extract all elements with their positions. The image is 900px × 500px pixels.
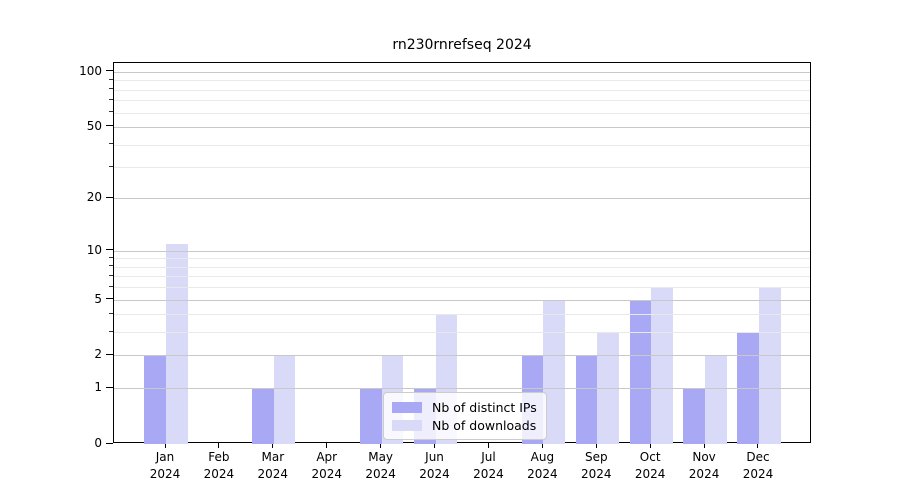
- x-tick-mark: [164, 443, 166, 448]
- gridline-major: [114, 299, 810, 301]
- y-minor-tick-mark: [109, 143, 113, 145]
- bar-mar-ips: [252, 388, 274, 444]
- legend-swatch-downloads: [392, 419, 422, 431]
- plot-area: [113, 62, 811, 444]
- x-tick-mark: [487, 443, 489, 448]
- x-axis-label: Oct 2024: [634, 450, 666, 481]
- gridline-major: [114, 250, 810, 252]
- bar-oct-downloads: [651, 287, 673, 444]
- y-axis-label: 10: [86, 242, 102, 257]
- gridline-major: [114, 126, 810, 128]
- gridline-minor: [114, 167, 810, 169]
- gridline-major: [114, 198, 810, 200]
- y-tick-mark: [106, 249, 113, 251]
- gridline-minor: [114, 112, 810, 114]
- y-minor-tick-mark: [109, 256, 113, 258]
- x-tick-mark: [272, 443, 274, 448]
- y-axis-label: 5: [94, 291, 102, 306]
- x-axis-label: Mar 2024: [257, 450, 289, 481]
- gridline-major: [114, 71, 810, 73]
- y-axis-label: 0: [94, 436, 102, 450]
- y-axis-label: 2: [94, 347, 102, 362]
- gridline-minor: [114, 258, 810, 260]
- y-minor-tick-mark: [109, 274, 113, 276]
- bar-oct-ips: [629, 299, 652, 444]
- y-tick-mark: [106, 125, 113, 127]
- y-minor-tick-mark: [109, 265, 113, 267]
- x-axis-label: Sep 2024: [580, 450, 612, 481]
- x-tick-mark: [326, 443, 328, 448]
- y-minor-tick-mark: [109, 330, 113, 332]
- y-minor-tick-mark: [109, 111, 113, 112]
- legend-label-distinct-ips: Nb of distinct IPs: [432, 399, 537, 415]
- bar-sep-ips: [575, 355, 598, 444]
- bar-nov-downloads: [705, 355, 727, 444]
- legend-swatch-distinct-ips: [392, 401, 422, 413]
- bar-jan-ips: [144, 355, 166, 444]
- y-axis-label: 20: [86, 190, 102, 205]
- legend-item-distinct-ips: Nb of distinct IPs: [392, 398, 537, 416]
- gridline-major: [114, 388, 810, 390]
- y-tick-mark: [106, 70, 113, 72]
- y-axis-label: 100: [79, 63, 102, 78]
- y-minor-tick-mark: [109, 98, 113, 100]
- bar-nov-ips: [683, 388, 706, 444]
- x-tick-mark: [595, 443, 597, 448]
- y-tick-mark: [106, 386, 113, 388]
- y-minor-tick-mark: [109, 88, 113, 90]
- x-axis-label: May 2024: [365, 450, 396, 481]
- bar-aug-downloads: [543, 299, 565, 444]
- x-tick-mark: [649, 443, 651, 448]
- x-tick-mark: [434, 443, 436, 448]
- y-minor-tick-mark: [109, 285, 113, 287]
- x-axis-label: Jun 2024: [419, 450, 450, 481]
- gridline-minor: [114, 314, 810, 316]
- x-tick-mark: [757, 443, 759, 448]
- legend-item-downloads: Nb of downloads: [392, 416, 537, 434]
- x-axis-label: Dec 2024: [742, 450, 774, 481]
- y-minor-tick-mark: [109, 165, 113, 167]
- grid-layer: [114, 63, 810, 442]
- gridline-minor: [114, 89, 810, 91]
- chart-title: rn230rnrefseq 2024: [392, 37, 532, 53]
- x-axis-label: Jul 2024: [473, 450, 504, 481]
- x-axis-label: Apr 2024: [311, 450, 342, 481]
- bar-mar-downloads: [273, 355, 296, 444]
- x-tick-mark: [541, 443, 543, 448]
- y-tick-mark: [106, 442, 113, 444]
- y-axis-label: 1: [94, 380, 102, 395]
- x-axis-label: Feb 2024: [203, 450, 235, 481]
- bar-jan-downloads: [166, 243, 188, 444]
- gridline-minor: [114, 266, 810, 268]
- legend: Nb of distinct IPs Nb of downloads: [383, 392, 547, 440]
- y-tick-mark: [106, 196, 113, 198]
- y-axis-label: 50: [86, 118, 102, 133]
- gridline-minor: [114, 80, 810, 82]
- y-minor-tick-mark: [109, 78, 113, 80]
- x-axis-label: Nov 2024: [688, 450, 720, 481]
- y-minor-tick-mark: [109, 312, 113, 314]
- x-tick-mark: [218, 443, 220, 448]
- bar-may-ips: [360, 388, 382, 444]
- gridline-major: [114, 355, 810, 357]
- y-tick-mark: [106, 353, 113, 355]
- x-tick-mark: [703, 443, 705, 448]
- y-tick-mark: [106, 298, 113, 299]
- gridline-minor: [114, 144, 810, 146]
- x-axis-label: Aug 2024: [527, 450, 558, 481]
- gridline-minor: [114, 276, 810, 278]
- gridline-minor: [114, 287, 810, 289]
- gridline-minor: [114, 100, 810, 102]
- legend-label-downloads: Nb of downloads: [432, 417, 537, 433]
- gridline-minor: [114, 332, 810, 334]
- bar-dec-downloads: [758, 287, 781, 444]
- x-axis-label: Jan 2024: [149, 450, 181, 481]
- x-tick-mark: [380, 443, 382, 448]
